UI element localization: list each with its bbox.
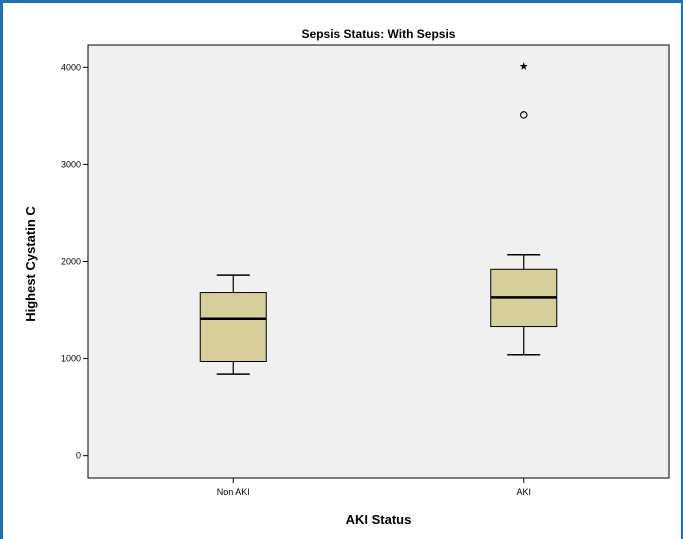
x-tick-label: AKI bbox=[516, 487, 531, 497]
plot-area bbox=[87, 44, 670, 479]
chart-title: Sepsis Status: With Sepsis bbox=[302, 27, 456, 41]
y-tick-label: 2000 bbox=[61, 257, 81, 267]
x-tick-label: Non AKI bbox=[217, 487, 250, 497]
y-tick-label: 1000 bbox=[61, 354, 81, 364]
box-plot-chart: Sepsis Status: With Sepsis AKI Status Hi… bbox=[23, 27, 670, 527]
iqr-box bbox=[199, 292, 267, 362]
y-axis-label: Highest Cystatin C bbox=[23, 206, 38, 322]
x-axis-label: AKI Status bbox=[346, 512, 412, 527]
extreme-outlier-star bbox=[519, 62, 528, 70]
y-tick-label: 3000 bbox=[61, 159, 81, 169]
outlier-point bbox=[519, 111, 528, 119]
y-tick-label: 0 bbox=[76, 451, 81, 461]
y-axis: 0 1000 2000 3000 4000 bbox=[61, 62, 88, 461]
box-series bbox=[199, 62, 558, 375]
y-tick-label: 4000 bbox=[61, 62, 81, 72]
box-group bbox=[199, 274, 267, 375]
x-axis: Non AKI AKI bbox=[217, 478, 531, 497]
box-group bbox=[490, 62, 558, 356]
